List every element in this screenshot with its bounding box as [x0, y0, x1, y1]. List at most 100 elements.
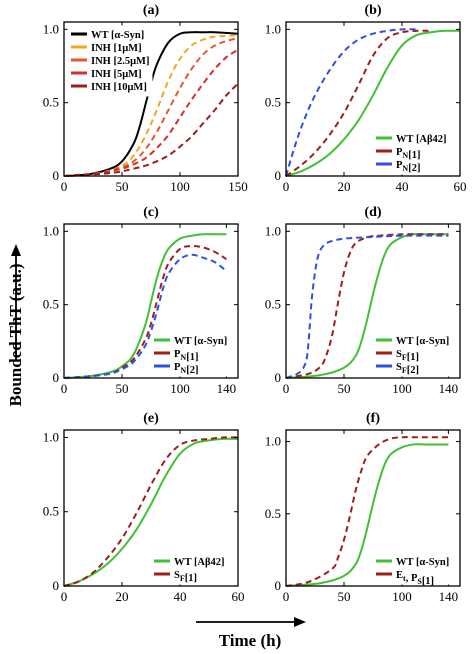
y-tick-label: 0	[275, 370, 282, 385]
chart-panel: (f) 0 50 100 140 0 0.5 1.0 WT [α-Syn] Et, PS[1]	[265, 411, 461, 604]
x-tick-label: 140	[439, 381, 459, 396]
legend-label: INH [5μM]	[91, 69, 142, 80]
y-tick-label: 0.5	[265, 95, 281, 110]
series-line	[285, 29, 461, 177]
legend-label: INH [10μM]	[91, 82, 147, 93]
x-axis-arrow	[196, 617, 306, 627]
series-line	[63, 253, 228, 379]
x-tick-label: 140	[217, 381, 237, 396]
legend-label: WT [Aβ42]	[396, 134, 447, 145]
y-tick-label: 0	[275, 578, 282, 593]
panel-title: (e)	[143, 411, 159, 426]
panel-title: (c)	[143, 205, 159, 220]
x-tick-label: 50	[116, 179, 129, 194]
y-tick-label: 0	[53, 370, 60, 385]
series-line	[63, 233, 227, 379]
panel-title: (d)	[364, 205, 381, 220]
panel-title: (f)	[366, 411, 380, 426]
x-tick-label: 140	[439, 589, 459, 604]
legend-label: PN[1]	[396, 147, 420, 161]
series-line	[285, 234, 449, 379]
x-tick-label: 50	[338, 381, 351, 396]
x-tick-label: 0	[283, 381, 290, 396]
panel-title: (a)	[143, 3, 160, 18]
legend: WT [Aβ42] PN[1]PN[2]	[372, 129, 458, 175]
x-tick-label: 0	[283, 179, 290, 194]
series-line	[63, 437, 239, 587]
x-tick-label: 60	[232, 589, 245, 604]
y-tick-label: 0.5	[43, 504, 59, 519]
y-tick-label: 0	[53, 578, 60, 593]
x-tick-label: 60	[454, 179, 467, 194]
x-tick-label: 40	[396, 179, 409, 194]
legend: WT [α-Syn] SF[1]SF[2]	[372, 331, 458, 377]
y-tick-label: 1.0	[265, 434, 281, 449]
shared-x-label: Time (h)	[219, 631, 282, 650]
legend-label: INH [2.5μM]	[91, 56, 149, 67]
chart-panel: (d) 0 50 100 140 0 0.5 1.0 WT [α-Syn] SF[1]SF[2]	[265, 205, 461, 396]
x-tick-label: 0	[61, 381, 68, 396]
axes-frame	[63, 223, 239, 379]
legend-label: WT [α-Syn]	[91, 30, 144, 41]
chart-panel: (a) 0 50 100 150 0 0.5 1.0 WT [α-Syn] INH [1μM] IN…	[43, 3, 248, 194]
legend-box	[372, 552, 458, 585]
x-tick-label: 100	[170, 179, 190, 194]
legend: WT [α-Syn] Et, PS[1]	[372, 552, 458, 587]
chart-panel: (e) 0 20 40 60 0 0.5 1.0 WT [Aβ42] SF[1]	[43, 411, 245, 604]
x-tick-label: 20	[338, 179, 351, 194]
x-tick-label: 100	[392, 589, 412, 604]
x-tick-label: 50	[338, 589, 351, 604]
series-line	[285, 29, 432, 177]
legend: WT [α-Syn] INH [1μM] INH [2.5μM] INH [5μM] I…	[67, 25, 153, 97]
series-line	[63, 436, 239, 587]
legend-label: PN[2]	[174, 362, 198, 376]
y-axis-arrow	[11, 244, 21, 360]
y-tick-label: 0.5	[43, 297, 59, 312]
y-tick-label: 1.0	[43, 21, 59, 36]
legend-label: SF[2]	[396, 362, 419, 376]
y-tick-label: 1.0	[43, 223, 59, 238]
axes-frame	[63, 429, 239, 587]
y-tick-label: 0.5	[265, 297, 281, 312]
y-tick-label: 1.0	[265, 21, 281, 36]
series-line	[285, 28, 417, 177]
x-tick-label: 100	[392, 381, 412, 396]
y-tick-label: 1.0	[265, 223, 281, 238]
x-tick-label: 20	[116, 589, 129, 604]
y-tick-label: 1.0	[43, 429, 59, 444]
chart-panel: (b) 0 20 40 60 0 0.5 1.0 WT [Aβ42] PN[1]PN[2]	[265, 3, 467, 194]
y-tick-label: 0	[275, 168, 282, 183]
series-line	[285, 443, 449, 587]
x-tick-label: 150	[228, 179, 248, 194]
x-tick-label: 100	[170, 381, 190, 396]
x-tick-label: 0	[61, 589, 68, 604]
legend-label: PN[2]	[396, 160, 420, 174]
series-line	[63, 82, 239, 177]
legend-label: WT [α-Syn]	[396, 336, 449, 347]
y-tick-label: 0.5	[43, 95, 59, 110]
y-tick-label: 0.5	[265, 506, 281, 521]
chart-panel: (c) 0 50 100 140 0 0.5 1.0 WT [α-Syn] PN[1]PN[2]	[43, 205, 239, 396]
legend: WT [α-Syn] PN[1]PN[2]	[150, 331, 236, 377]
legend-label: SF[1]	[174, 570, 197, 584]
series-line	[63, 37, 239, 177]
x-tick-label: 0	[61, 179, 68, 194]
series-line	[285, 436, 449, 587]
x-tick-label: 50	[116, 381, 129, 396]
series-line	[63, 34, 239, 177]
axes-frame	[285, 21, 461, 177]
legend-label: WT [α-Syn]	[396, 557, 449, 568]
legend-box	[150, 552, 236, 585]
y-tick-label: 0	[53, 168, 60, 183]
x-tick-label: 40	[174, 589, 187, 604]
legend-label: Et, PS[1]	[396, 570, 434, 587]
axes-frame	[285, 429, 461, 587]
x-tick-label: 0	[283, 589, 290, 604]
legend-label: WT [α-Syn]	[174, 336, 227, 347]
series-line	[285, 233, 449, 379]
legend-label: INH [1μM]	[91, 43, 142, 54]
legend-label: WT [Aβ42]	[174, 557, 225, 568]
shared-y-label: Bounded ThT (a.u.)	[6, 264, 25, 407]
axes-frame	[285, 223, 461, 379]
